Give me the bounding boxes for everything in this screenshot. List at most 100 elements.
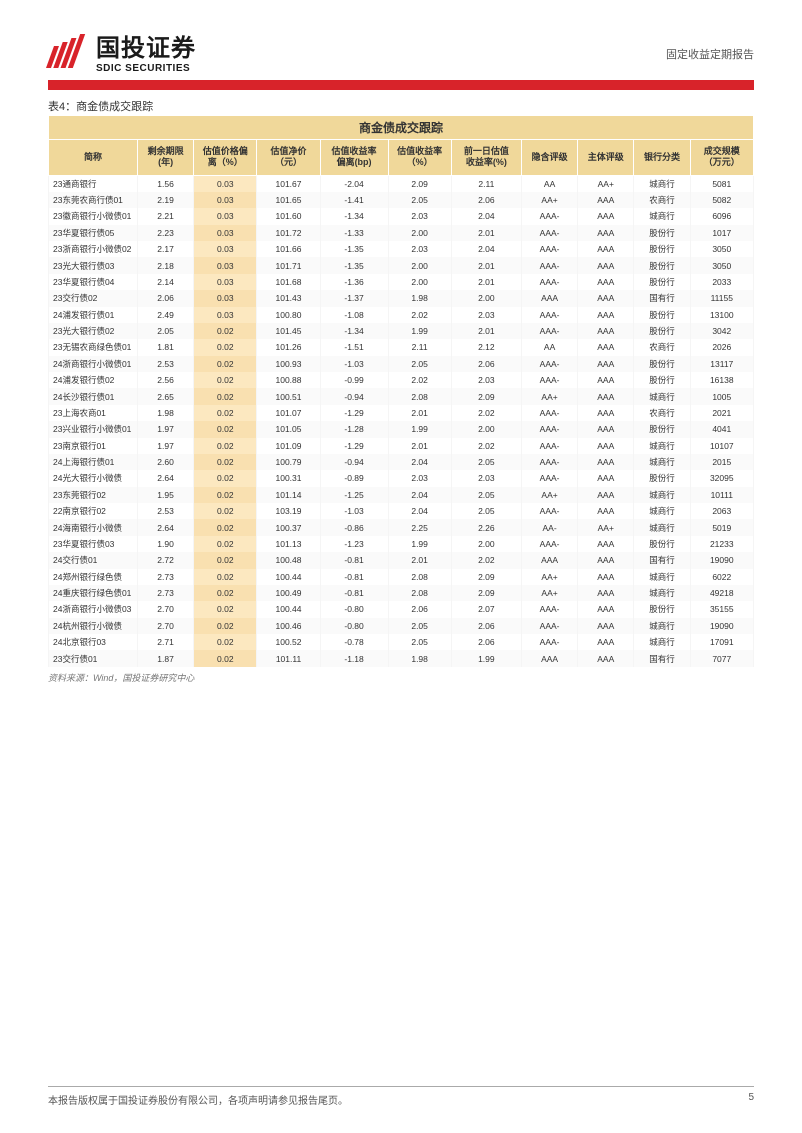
table-cell: 2021 xyxy=(690,405,753,421)
table-cell: -1.37 xyxy=(320,290,388,306)
table-cell: 1.98 xyxy=(388,650,451,666)
column-header: 简称 xyxy=(49,140,138,176)
page-header: 国投证券 SDIC SECURITIES 固定收益定期报告 xyxy=(0,0,802,74)
table-cell: 2026 xyxy=(690,339,753,355)
table-cell: 24上海银行债01 xyxy=(49,454,138,470)
table-cell: AAA xyxy=(578,388,634,404)
table-row: 24上海银行债012.600.02100.79-0.942.042.05AAA-… xyxy=(49,454,754,470)
table-cell: 2.70 xyxy=(137,618,193,634)
table-cell: AAA xyxy=(578,356,634,372)
data-source: 资料来源：Wind，国投证券研究中心 xyxy=(48,671,754,684)
table-cell: 2.00 xyxy=(451,290,521,306)
table-cell: 6096 xyxy=(690,208,753,224)
table-cell: 24长沙银行债01 xyxy=(49,388,138,404)
table-cell: 24交行债01 xyxy=(49,552,138,568)
table-cell: AAA- xyxy=(521,470,577,486)
table-cell: 2.03 xyxy=(388,470,451,486)
table-cell: 101.05 xyxy=(257,421,320,437)
table-cell: 24浙商银行小微债03 xyxy=(49,601,138,617)
table-row: 23东莞银行021.950.02101.14-1.252.042.05AA+AA… xyxy=(49,487,754,503)
table-cell: AAA xyxy=(578,257,634,273)
table-cell: 2.01 xyxy=(451,323,521,339)
table-row: 23浙商银行小微债022.170.03101.66-1.352.032.04AA… xyxy=(49,241,754,257)
table-cell: 22南京银行02 xyxy=(49,503,138,519)
table-cell: AAA xyxy=(578,208,634,224)
table-cell: 2.00 xyxy=(388,274,451,290)
table-cell: 5019 xyxy=(690,519,753,535)
table-cell: 股份行 xyxy=(634,323,690,339)
table-cell: 49218 xyxy=(690,585,753,601)
table-cell: 0.02 xyxy=(194,388,257,404)
table-cell: -1.33 xyxy=(320,225,388,241)
table-cell: 股份行 xyxy=(634,356,690,372)
table-cell: 1.99 xyxy=(451,650,521,666)
table-cell: AAA xyxy=(578,487,634,503)
table-cell: 2.60 xyxy=(137,454,193,470)
table-cell: AAA xyxy=(578,307,634,323)
table-cell: AAA xyxy=(578,339,634,355)
table-cell: 城商行 xyxy=(634,585,690,601)
table-cell: AA- xyxy=(521,519,577,535)
table-cell: 城商行 xyxy=(634,487,690,503)
table-cell: 101.26 xyxy=(257,339,320,355)
table-cell: -0.78 xyxy=(320,634,388,650)
table-cell: -1.36 xyxy=(320,274,388,290)
table-cell: -0.80 xyxy=(320,618,388,634)
table-cell: 2.06 xyxy=(451,634,521,650)
table-cell: 0.02 xyxy=(194,503,257,519)
table-cell: 2.14 xyxy=(137,274,193,290)
table-cell: AA+ xyxy=(521,192,577,208)
table-cell: 2.02 xyxy=(451,438,521,454)
table-cell: 2.49 xyxy=(137,307,193,323)
table-cell: 24郑州银行绿色债 xyxy=(49,569,138,585)
table-cell: 23无锡农商绿色债01 xyxy=(49,339,138,355)
table-cell: 2015 xyxy=(690,454,753,470)
table-cell: 10107 xyxy=(690,438,753,454)
table-cell: AAA xyxy=(521,290,577,306)
table-cell: 23交行债02 xyxy=(49,290,138,306)
table-cell: 0.02 xyxy=(194,438,257,454)
table-cell: 0.02 xyxy=(194,618,257,634)
table-cell: 100.44 xyxy=(257,569,320,585)
table-cell: AAA xyxy=(578,225,634,241)
table-cell: AA+ xyxy=(521,388,577,404)
table-cell: 2.00 xyxy=(388,257,451,273)
table-cell: 城商行 xyxy=(634,208,690,224)
table-cell: 2.05 xyxy=(388,618,451,634)
table-cell: 23兴业银行小微债01 xyxy=(49,421,138,437)
column-header: 隐含评级 xyxy=(521,140,577,176)
column-header: 估值价格偏离（%） xyxy=(194,140,257,176)
table-cell: AA+ xyxy=(578,175,634,192)
table-cell: 2.04 xyxy=(388,454,451,470)
table-cell: 101.13 xyxy=(257,536,320,552)
table-cell: 17091 xyxy=(690,634,753,650)
table-cell: 城商行 xyxy=(634,569,690,585)
table-cell: 0.03 xyxy=(194,274,257,290)
table-cell: 0.02 xyxy=(194,487,257,503)
table-cell: 2.02 xyxy=(451,405,521,421)
table-cell: 100.79 xyxy=(257,454,320,470)
table-cell: 2.01 xyxy=(451,274,521,290)
table-cell: 100.44 xyxy=(257,601,320,617)
table-cell: -0.99 xyxy=(320,372,388,388)
table-cell: 股份行 xyxy=(634,470,690,486)
table-cell: AAA- xyxy=(521,618,577,634)
table-cell: 23东莞银行02 xyxy=(49,487,138,503)
table-cell: 0.02 xyxy=(194,372,257,388)
table-cell: 1.87 xyxy=(137,650,193,666)
table-cell: AAA- xyxy=(521,405,577,421)
table-row: 23徽商银行小微债012.210.03101.60-1.342.032.04AA… xyxy=(49,208,754,224)
table-cell: 21233 xyxy=(690,536,753,552)
table-cell: 2.04 xyxy=(451,208,521,224)
table-cell: 2.56 xyxy=(137,372,193,388)
table-cell: 2.01 xyxy=(451,257,521,273)
table-cell: 0.03 xyxy=(194,290,257,306)
table-cell: 0.02 xyxy=(194,339,257,355)
table-cell: AAA xyxy=(578,601,634,617)
table-row: 23无锡农商绿色债011.810.02101.26-1.512.112.12AA… xyxy=(49,339,754,355)
table-cell: AAA- xyxy=(521,241,577,257)
table-cell: 2.64 xyxy=(137,519,193,535)
table-cell: 1.81 xyxy=(137,339,193,355)
table-cell: 101.45 xyxy=(257,323,320,339)
table-cell: 2.25 xyxy=(388,519,451,535)
